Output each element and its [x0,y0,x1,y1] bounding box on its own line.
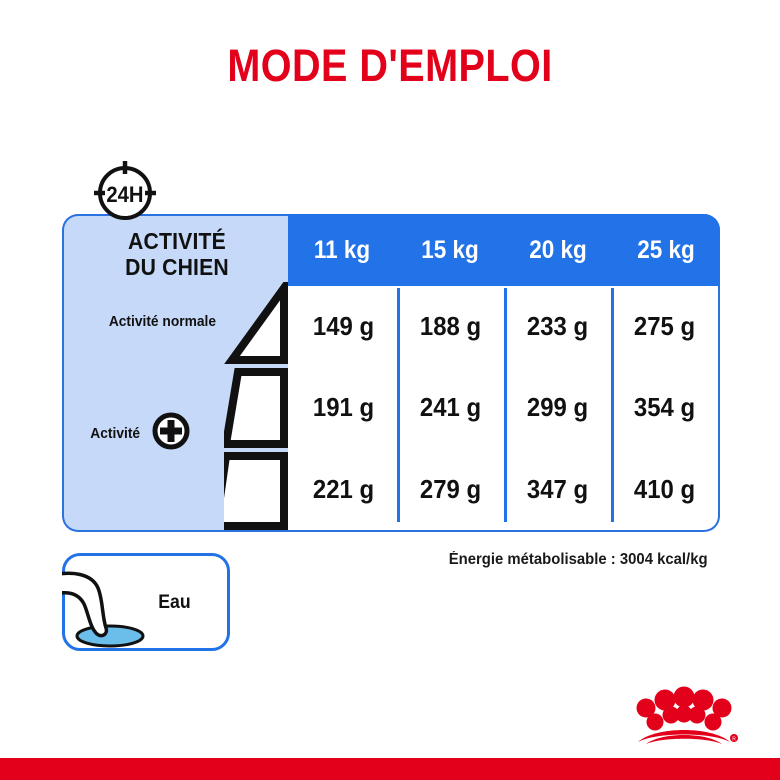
activity-column: Activité normale Activité [64,282,290,530]
water-box: Eau [62,553,230,651]
column-header-weight: 15 kg [421,235,479,264]
table-cell: 221 g [312,473,375,504]
table-cell: 188 g [419,311,482,342]
clock-24h-label: 24H [106,183,143,207]
table-header-row: 11 kg 15 kg 20 kg 25 kg [288,214,720,286]
table-column: 233 g 299 g 347 g [504,286,611,530]
page-title: MODE D'EMPLOI [227,40,553,91]
activity-label-normal: Activité normale [108,314,217,330]
table-cell: 233 g [526,311,589,342]
row-header-title: ACTIVITÉ DU CHIEN [73,228,281,280]
bottom-brand-bar [0,758,780,780]
table-cell: 354 g [633,392,696,423]
column-header-weight: 25 kg [637,235,695,264]
energy-note: Énergie métabolisable : 3004 kcal/kg [448,551,708,568]
water-tap-icon [62,571,145,648]
royal-canin-crown-logo: R [624,682,744,748]
row-header-line2: DU CHIEN [125,253,229,280]
table-cell: 410 g [633,473,696,504]
table-column: 149 g 191 g 221 g [290,286,397,530]
table-cell: 149 g [312,311,375,342]
table-cell: 241 g [419,392,482,423]
table-cell: 279 g [419,473,482,504]
registered-mark: R [732,737,736,743]
table-cell: 191 g [312,392,375,423]
activity-label-plus: Activité [90,426,141,442]
row-header-line1: ACTIVITÉ [128,228,226,254]
table-cell: 347 g [526,473,589,504]
table-column: 188 g 241 g 279 g [397,286,504,530]
activity-ramp-icon [224,282,288,530]
plus-circle-icon [152,412,190,450]
column-header-weight: 11 kg [313,235,371,264]
water-label: Eau [158,592,191,613]
table-cell: 299 g [526,392,589,423]
table-body: 149 g 191 g 221 g 188 g 241 g 279 g 233 … [290,286,718,530]
table-column: 275 g 354 g 410 g [611,286,718,530]
table-cell: 275 g [633,311,696,342]
column-header-weight: 20 kg [529,235,587,264]
clock-24h-icon: 24H [93,157,157,221]
feeding-table: 11 kg 15 kg 20 kg 25 kg ACTIVITÉ DU CHIE… [62,214,720,532]
